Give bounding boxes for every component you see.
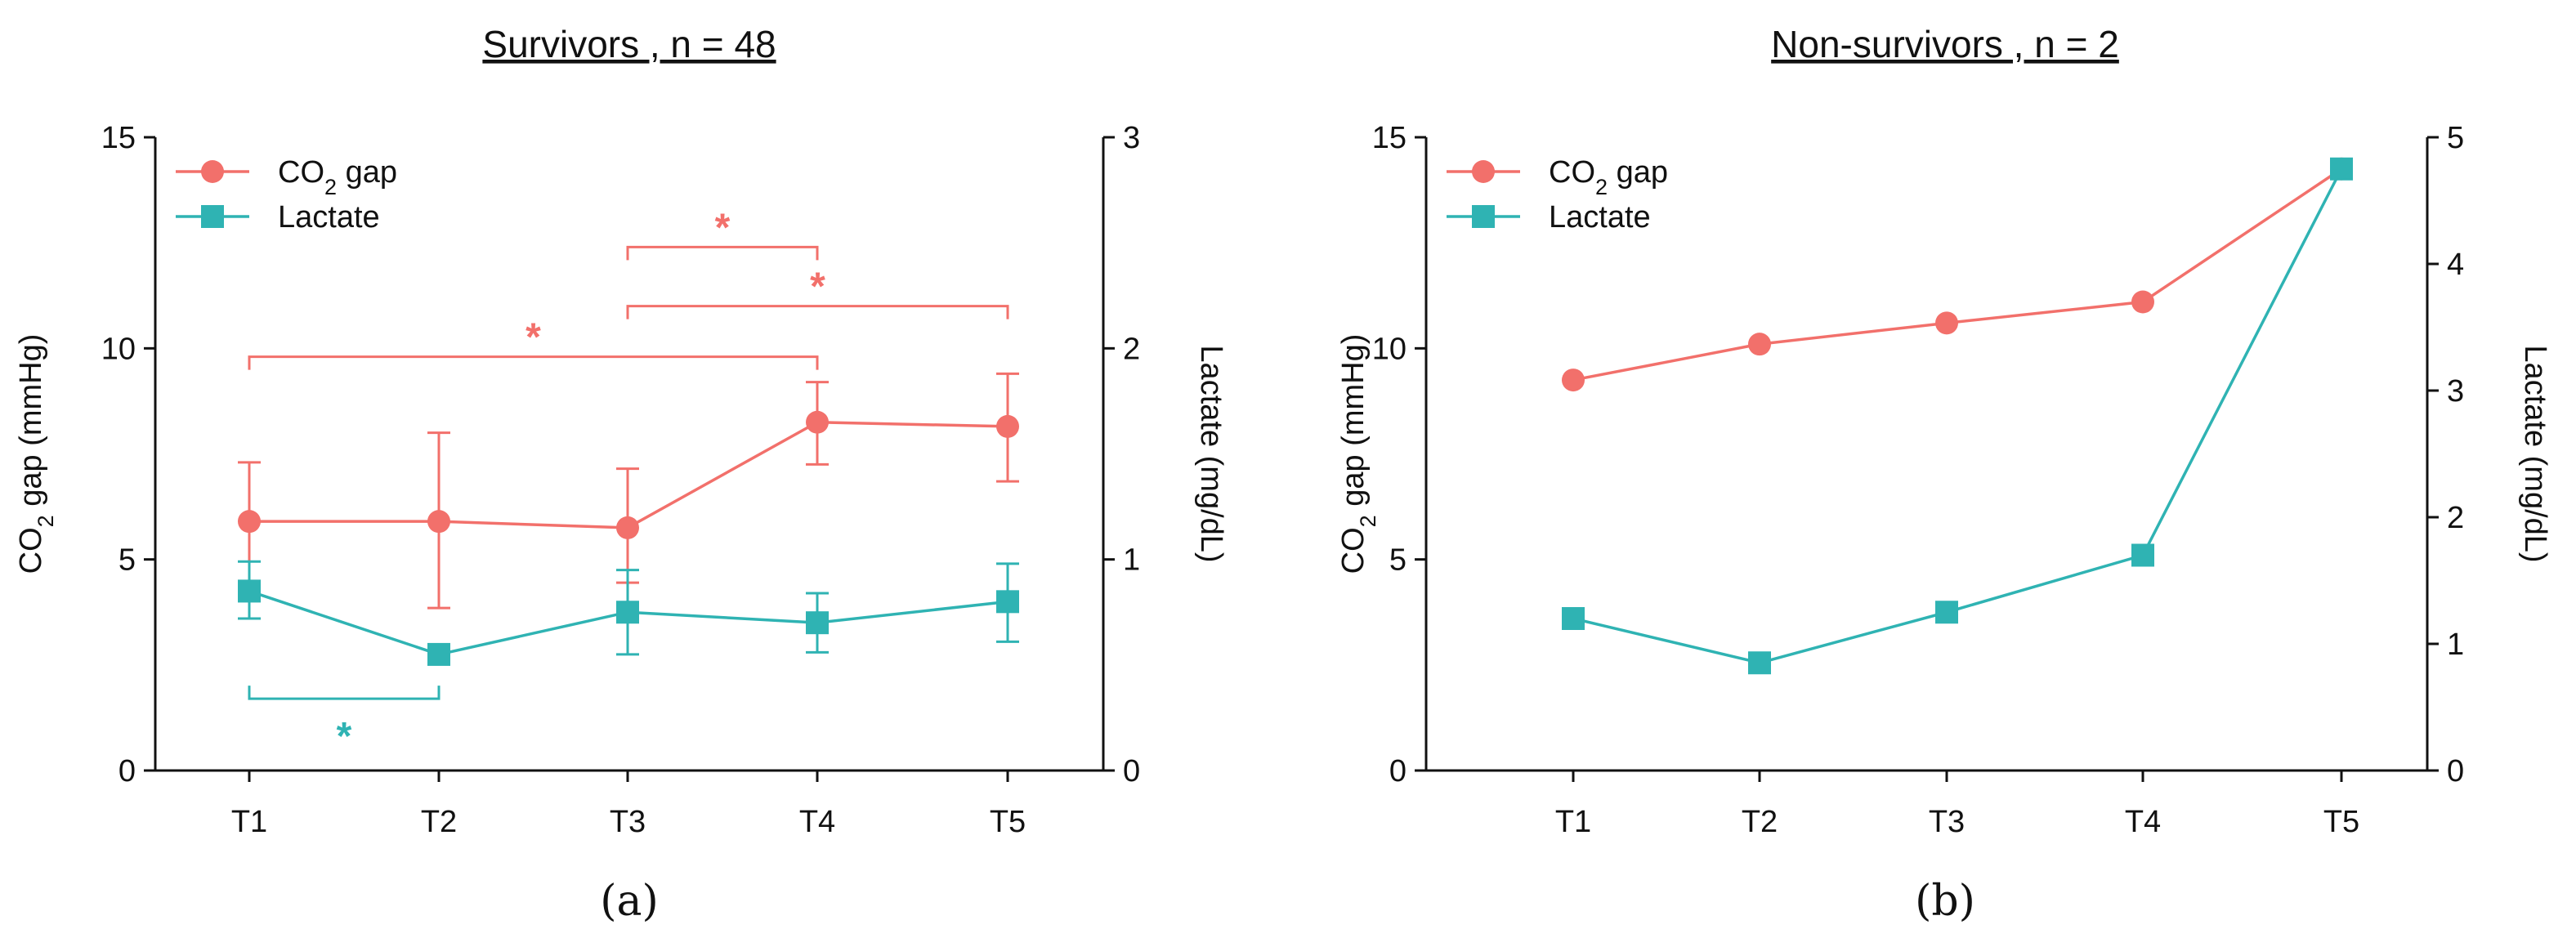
lactate-point [2131, 543, 2154, 567]
co2-gap-point [2131, 290, 2154, 314]
co2-gap-point [806, 410, 829, 434]
lactate-point [1935, 601, 1958, 624]
x-tick-label: T4 [2125, 805, 2161, 839]
legend-label-part: Lactate [278, 200, 380, 235]
right-y-tick-label: 1 [1123, 543, 1140, 578]
legend-marker-co2-gap [201, 160, 224, 183]
chart-panel-b: Non-survivors , n = 2 0 5 10 15 0 1 2 3 4 5 T1 T2 T3 T… [1336, 23, 2552, 926]
left-y-tick-label: 15 [1372, 121, 1407, 155]
lactate-point [427, 642, 450, 666]
chart-panel-a: Survivors , n = 48 0 5 10 15 0 1 2 3 T1 T2 T3 T4 T5 CO… [14, 23, 1228, 926]
x-tick-label: T2 [1742, 805, 1778, 839]
lactate-point [1562, 607, 1585, 630]
lactate-point [238, 579, 261, 603]
panel-label: (b) [1915, 877, 1975, 926]
lactate-point [996, 590, 1019, 614]
left-y-tick-label: 10 [1372, 332, 1407, 366]
left-y-tick-label: 15 [101, 121, 136, 155]
left-y-axis-label-part-0: CO [14, 527, 48, 574]
legend-label-part: Lactate [1549, 200, 1651, 235]
left-y-tick-label: 0 [1389, 754, 1407, 788]
right-y-tick-label: 2 [2447, 501, 2464, 535]
legend-label-lactate: Lactate [1549, 200, 1651, 235]
legend-label-lactate: Lactate [278, 200, 380, 235]
co2-gap-point [427, 510, 450, 534]
chart-title: Non-survivors , n = 2 [1771, 23, 2119, 65]
x-tick-label: T3 [610, 805, 646, 839]
left-y-tick-label: 5 [119, 543, 136, 578]
lactate-point [2330, 157, 2353, 181]
left-y-axis-label-part-2: gap (mmHg) [1336, 334, 1371, 516]
significance-asterisk: * [810, 266, 825, 309]
right-y-tick-label: 3 [1123, 121, 1140, 155]
x-tick-label: T4 [799, 805, 835, 839]
significance-bracket [248, 686, 441, 700]
x-tick-label: T3 [1929, 805, 1965, 839]
legend-marker-co2-gap [1472, 160, 1495, 183]
legend-label-co2-gap: CO2 gap [278, 155, 397, 199]
legend-label-part: 2 [324, 175, 337, 199]
x-tick-label: T5 [2323, 805, 2359, 839]
significance-asterisk: * [715, 206, 731, 249]
right-y-tick-label: 4 [2447, 248, 2464, 282]
right-y-tick-label: 3 [2447, 374, 2464, 409]
left-y-axis-label-part-1: 2 [1356, 515, 1380, 527]
x-tick-label: T1 [1555, 805, 1591, 839]
x-tick-label: T5 [990, 805, 1026, 839]
co2-gap-point [1935, 311, 1958, 335]
significance-asterisk: * [337, 715, 352, 758]
lactate-point [806, 611, 829, 635]
significance-asterisk: * [525, 316, 541, 360]
co2-gap-series-line [1572, 168, 2342, 382]
left-y-tick-label: 10 [101, 332, 136, 366]
left-y-tick-label: 0 [119, 754, 136, 788]
left-y-axis-label-part-0: CO [1336, 527, 1371, 574]
right-y-axis-label: Lactate (mg/dL) [2518, 345, 2552, 562]
chart-title: Survivors , n = 48 [482, 23, 776, 65]
co2-gap-point [238, 510, 261, 534]
legend-label-part: CO [278, 155, 324, 190]
legend-label-co2-gap: CO2 gap [1549, 155, 1668, 199]
right-y-tick-label: 1 [2447, 628, 2464, 662]
significance-bracket [626, 245, 819, 261]
co2-gap-point [996, 414, 1019, 438]
right-y-tick-label: 5 [2447, 121, 2464, 155]
lactate-point [1748, 651, 1771, 675]
legend-label-part: gap [1608, 155, 1668, 190]
significance-bracket [626, 305, 1009, 319]
lactate-point [616, 601, 639, 624]
legend-label-part: CO [1549, 155, 1595, 190]
legend-marker-lactate [201, 205, 224, 228]
left-y-axis-label-part-2: gap (mmHg) [14, 334, 48, 516]
legend-label-part: gap [337, 155, 397, 190]
right-y-tick-label: 0 [1123, 754, 1140, 788]
left-y-axis-label-part-1: 2 [34, 515, 58, 527]
right-y-tick-label: 2 [1123, 332, 1140, 366]
left-y-axis-label: CO2 gap (mmHg) [14, 334, 58, 574]
legend-label-part: 2 [1595, 175, 1608, 199]
right-y-tick-label: 0 [2447, 754, 2464, 788]
x-tick-label: T2 [421, 805, 457, 839]
panel-label: (a) [600, 877, 659, 926]
co2-gap-point [616, 516, 639, 539]
left-y-tick-label: 5 [1389, 543, 1407, 578]
co2-gap-point [1748, 333, 1771, 356]
x-tick-label: T1 [231, 805, 267, 839]
significance-bracket [248, 355, 819, 370]
legend-marker-lactate [1472, 205, 1495, 228]
co2-gap-point [1562, 369, 1585, 392]
right-y-axis-label: Lactate (mg/dL) [1194, 345, 1228, 562]
left-y-axis-label: CO2 gap (mmHg) [1336, 334, 1380, 574]
lactate-series-line [1572, 168, 2343, 665]
